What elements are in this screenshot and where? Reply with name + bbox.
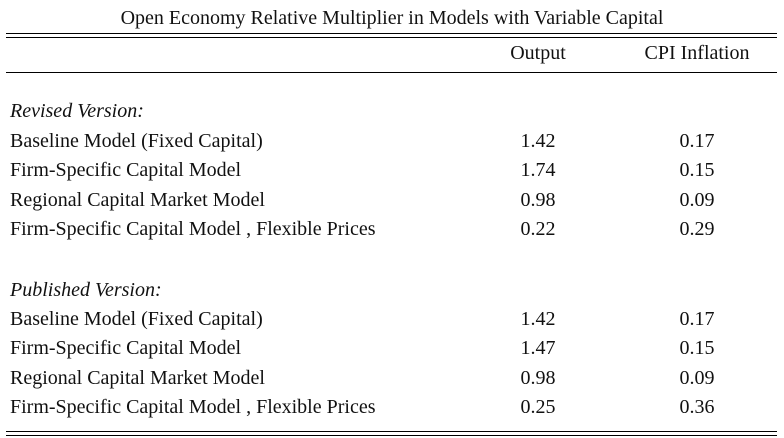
table-row: Firm-Specific Capital Model , Flexible P… xyxy=(0,393,784,421)
table-row: Firm-Specific Capital Model , Flexible P… xyxy=(0,215,784,243)
table-row: Firm-Specific Capital Model 1.74 0.15 xyxy=(0,156,784,184)
column-header-cpi-inflation: CPI Inflation xyxy=(644,42,750,64)
table-row: Firm-Specific Capital Model 1.47 0.15 xyxy=(0,334,784,362)
output-value: 0.22 xyxy=(520,218,556,240)
row-label: Regional Capital Market Model xyxy=(10,189,265,211)
cpi-inflation-value: 0.36 xyxy=(679,396,715,418)
cpi-inflation-value: 0.15 xyxy=(679,159,715,181)
table-row: Baseline Model (Fixed Capital) 1.42 0.17 xyxy=(0,305,784,333)
output-value: 1.74 xyxy=(520,159,556,181)
header-rule xyxy=(6,72,777,73)
cpi-inflation-value: 0.09 xyxy=(679,189,715,211)
top-rule-1 xyxy=(6,33,777,34)
row-label: Baseline Model (Fixed Capital) xyxy=(10,308,263,330)
output-value: 1.42 xyxy=(520,130,556,152)
column-header-output: Output xyxy=(510,42,566,64)
top-rule-2 xyxy=(6,37,777,38)
row-label: Baseline Model (Fixed Capital) xyxy=(10,130,263,152)
output-value: 0.25 xyxy=(520,396,556,418)
cpi-inflation-value: 0.09 xyxy=(679,367,715,389)
bottom-rule-1 xyxy=(6,431,777,432)
row-label: Firm-Specific Capital Model xyxy=(10,159,242,181)
section-heading-revised: Revised Version: xyxy=(10,100,144,122)
output-value: 1.42 xyxy=(520,308,556,330)
output-value: 0.98 xyxy=(520,367,556,389)
table-row: Regional Capital Market Model 0.98 0.09 xyxy=(0,364,784,392)
bottom-rule-2 xyxy=(6,435,777,436)
cpi-inflation-value: 0.15 xyxy=(679,337,715,359)
table-row: Baseline Model (Fixed Capital) 1.42 0.17 xyxy=(0,127,784,155)
row-label: Regional Capital Market Model xyxy=(10,367,265,389)
output-value: 1.47 xyxy=(520,337,556,359)
cpi-inflation-value: 0.17 xyxy=(679,130,715,152)
table-row: Regional Capital Market Model 0.98 0.09 xyxy=(0,186,784,214)
output-value: 0.98 xyxy=(520,189,556,211)
row-label: Firm-Specific Capital Model , Flexible P… xyxy=(10,396,376,418)
table-title: Open Economy Relative Multiplier in Mode… xyxy=(120,7,664,29)
cpi-inflation-value: 0.17 xyxy=(679,308,715,330)
row-label: Firm-Specific Capital Model , Flexible P… xyxy=(10,218,376,240)
section-heading-published: Published Version: xyxy=(10,279,162,301)
row-label: Firm-Specific Capital Model xyxy=(10,337,242,359)
cpi-inflation-value: 0.29 xyxy=(679,218,715,240)
